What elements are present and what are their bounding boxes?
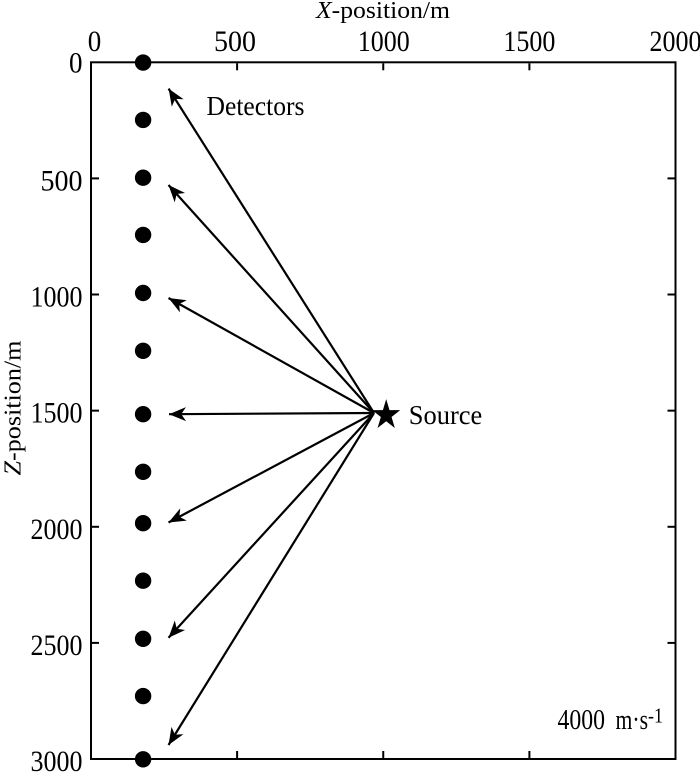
svg-text:2000: 2000 [31,514,83,546]
svg-text:1500: 1500 [31,398,83,430]
svg-text:Detectors: Detectors [207,91,305,121]
svg-text:-1: -1 [648,704,663,728]
svg-text:Source: Source [409,399,483,430]
svg-text:m·s: m·s [616,705,649,736]
svg-text:500: 500 [214,26,256,58]
svg-text:0: 0 [69,48,83,80]
svg-text:Z-position/m: Z-position/m [0,340,26,475]
svg-text:500: 500 [41,165,83,197]
svg-text:3000: 3000 [31,746,83,778]
svg-text:4000: 4000 [558,705,606,736]
svg-text:0: 0 [88,26,102,58]
svg-text:1000: 1000 [358,26,410,58]
svg-text:2000: 2000 [650,26,700,58]
svg-text:1000: 1000 [31,282,83,314]
svg-text:2500: 2500 [31,630,83,662]
svg-text:1500: 1500 [503,26,555,58]
svg-text:X-position/m: X-position/m [315,0,450,24]
